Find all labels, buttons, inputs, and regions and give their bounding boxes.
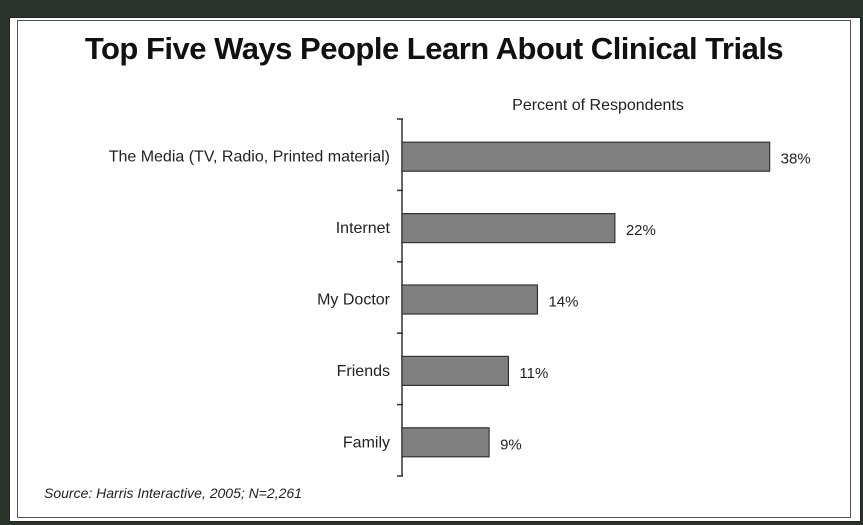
chart-title: Top Five Ways People Learn About Clinica… (84, 31, 784, 66)
category-label: The Media (TV, Radio, Printed material) (109, 149, 390, 166)
category-label: My Doctor (317, 292, 391, 309)
chart-source: Source: Harris Interactive, 2005; N=2,26… (44, 485, 302, 501)
bar-chart: The Media (TV, Radio, Printed material) 3… (109, 118, 811, 477)
category-label: Friends (337, 363, 390, 380)
bar (401, 427, 490, 458)
value-label: 9% (500, 436, 522, 453)
chart-card: Top Five Ways People Learn About Clinica… (17, 20, 851, 518)
chart-subtitle: Percent of Respondents (512, 97, 684, 114)
value-label: 14% (548, 294, 578, 311)
value-label: 38% (781, 151, 811, 168)
value-label: 22% (626, 222, 656, 239)
bar (401, 355, 510, 386)
value-label: 11% (519, 365, 548, 382)
bar (401, 141, 771, 172)
bar (401, 213, 616, 244)
bar (401, 284, 539, 315)
category-label: Internet (336, 220, 391, 237)
category-label: Family (343, 434, 390, 451)
